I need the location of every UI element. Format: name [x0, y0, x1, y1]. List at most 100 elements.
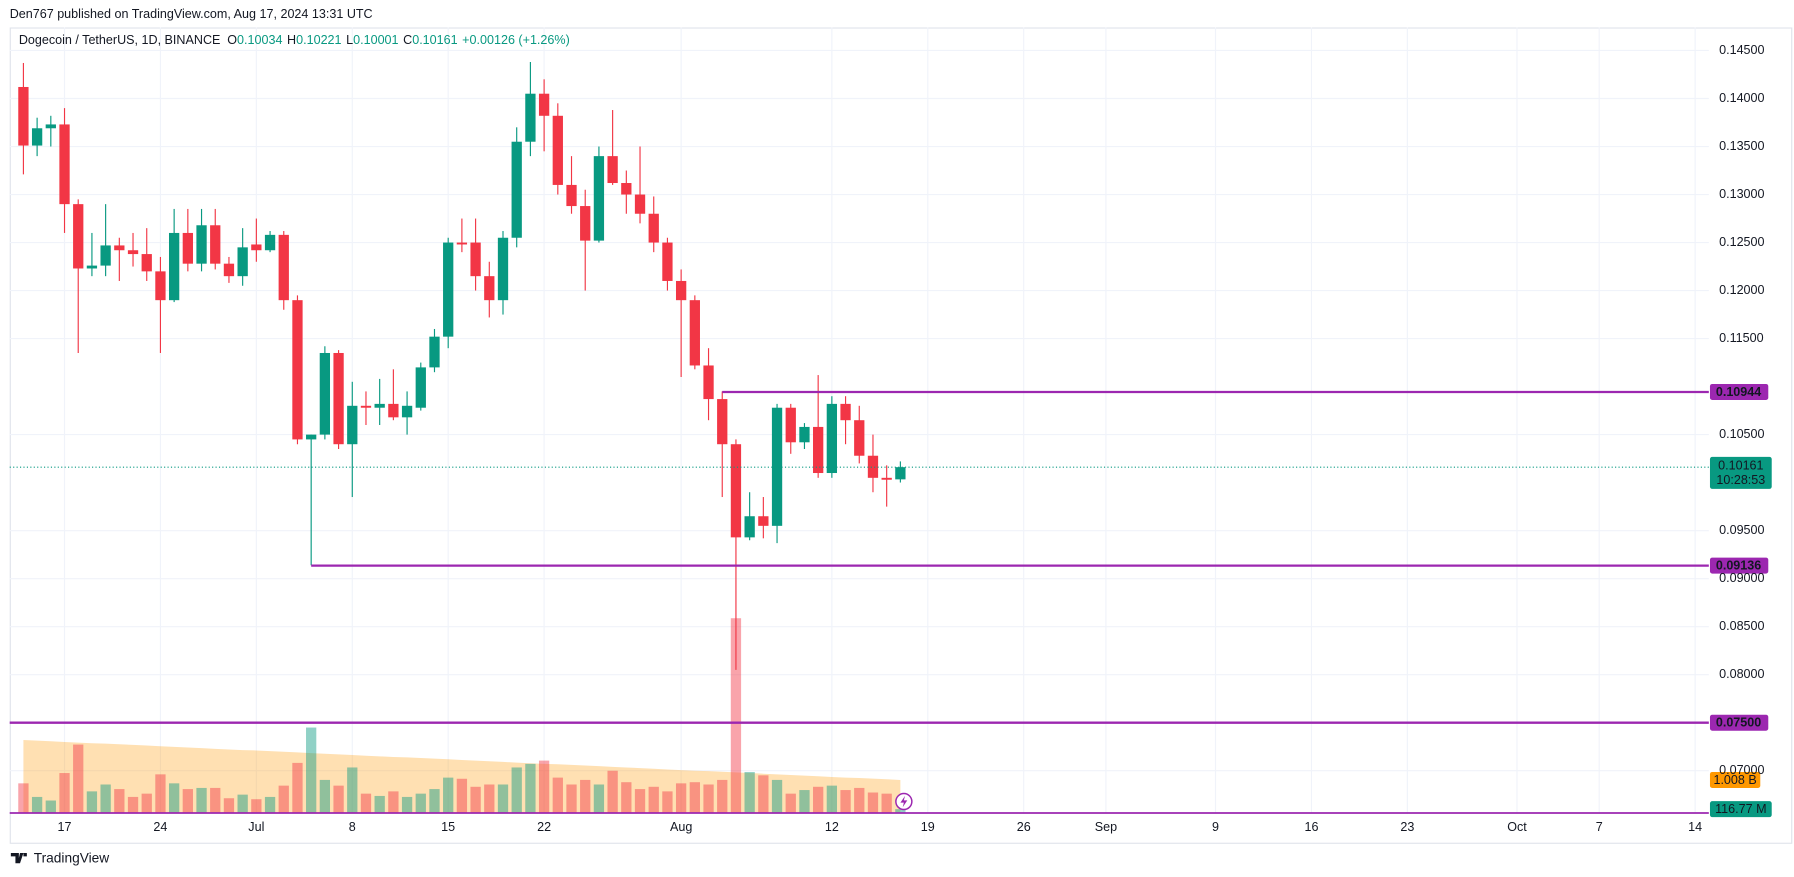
candle-body — [881, 477, 892, 480]
y-tick-label: 0.13000 — [1719, 187, 1764, 201]
candle-body — [141, 254, 152, 272]
x-tick-label: 12 — [825, 820, 839, 834]
candle-body — [114, 245, 125, 251]
volume-bar — [210, 787, 221, 813]
volume-bar — [593, 784, 605, 813]
volume-bar — [278, 785, 289, 813]
volume-bar — [552, 777, 563, 813]
level-box — [1709, 383, 1769, 400]
candle-body — [333, 352, 344, 445]
volume-bar — [196, 787, 207, 813]
volume-bar — [580, 779, 591, 813]
candle-body — [443, 242, 454, 337]
volume-bar — [100, 784, 111, 813]
volume-bar — [881, 793, 892, 813]
volume-bar — [401, 796, 413, 813]
candle-body — [566, 184, 577, 207]
candle-body — [785, 407, 796, 443]
alert-bolt — [900, 795, 908, 808]
last-volume-box — [1709, 801, 1772, 818]
x-tick-label: 23 — [1400, 820, 1414, 834]
volume-bar — [415, 793, 426, 813]
candle-body — [607, 156, 618, 184]
candle-body — [854, 420, 865, 456]
legend: Dogecoin / TetherUS, 1D, BINANCE O0.10034… — [19, 33, 570, 47]
candle-body — [223, 263, 235, 277]
volume-bar — [114, 789, 125, 813]
level-box — [1709, 714, 1769, 731]
volume-bar — [675, 783, 687, 813]
candle-body — [689, 300, 700, 366]
candle-body — [799, 426, 810, 443]
volume-bar — [662, 791, 673, 813]
y-tick-label: 0.09000 — [1719, 571, 1764, 585]
candle-body — [730, 444, 742, 538]
candle-body — [73, 204, 84, 269]
volume-bar — [223, 798, 235, 813]
legend-value: 0.10001 — [353, 33, 398, 47]
volume-bar — [484, 784, 495, 813]
candle-body — [251, 244, 262, 251]
level-label: 0.09136 — [1716, 558, 1761, 572]
candle-body — [127, 250, 139, 255]
grid — [9, 27, 1709, 813]
volume-bar — [717, 779, 728, 813]
legend-value: 0.10034 — [237, 33, 282, 47]
y-tick-label: 0.14000 — [1719, 91, 1764, 105]
candle-body — [306, 434, 317, 440]
volume-bar — [538, 760, 550, 813]
candle-body — [511, 141, 522, 238]
candle-body — [538, 93, 550, 116]
volume-bar — [374, 795, 385, 813]
candle-body — [86, 265, 98, 269]
volume-bar — [141, 793, 152, 813]
volume-bar — [347, 767, 358, 813]
candle-body — [470, 242, 481, 277]
logo-mark — [10, 852, 27, 864]
candle-body — [525, 93, 536, 142]
volume-bar — [826, 785, 838, 813]
volume-bar — [360, 793, 372, 813]
volume-bar — [867, 792, 879, 813]
candle-body — [360, 405, 372, 408]
x-tick-label: 22 — [537, 820, 551, 834]
volume-bar — [648, 786, 659, 813]
candle-body — [717, 399, 728, 445]
volume-bar — [785, 793, 796, 813]
volume-bar — [758, 775, 769, 813]
volume-bar — [703, 784, 714, 813]
volume-bar — [237, 794, 248, 813]
volume-ma-label: 1.008 B — [1713, 773, 1756, 787]
candle-body — [771, 407, 783, 526]
x-tick-label: 9 — [1212, 820, 1219, 834]
volume-bar — [443, 777, 454, 813]
x-tick-label: Sep — [1095, 820, 1117, 834]
volume-bar — [264, 796, 276, 813]
y-tick-label: 0.08500 — [1719, 619, 1764, 633]
y-tick-label: 0.08000 — [1719, 667, 1764, 681]
candle-body — [580, 206, 591, 241]
y-tick-label: 0.10500 — [1719, 427, 1764, 441]
candle-body — [388, 403, 399, 418]
y-tick-label: 0.12500 — [1719, 235, 1764, 249]
legend-key: L — [346, 33, 353, 47]
volume-bar — [333, 785, 344, 813]
candle-body — [292, 300, 303, 440]
candle-body — [168, 232, 180, 301]
candle-body — [675, 280, 687, 301]
x-tick-label: Oct — [1507, 820, 1527, 834]
volume-ma-box — [1709, 771, 1761, 788]
candle-body — [18, 86, 29, 146]
volume-bar — [689, 782, 700, 813]
legend-key: H — [287, 33, 296, 47]
candle-body — [429, 336, 440, 368]
level-box — [1709, 557, 1769, 574]
volume-bar — [388, 791, 399, 813]
candle-body — [484, 276, 495, 301]
candle-body — [59, 124, 70, 205]
logo — [10, 852, 27, 864]
level-label: 0.07500 — [1716, 716, 1761, 730]
